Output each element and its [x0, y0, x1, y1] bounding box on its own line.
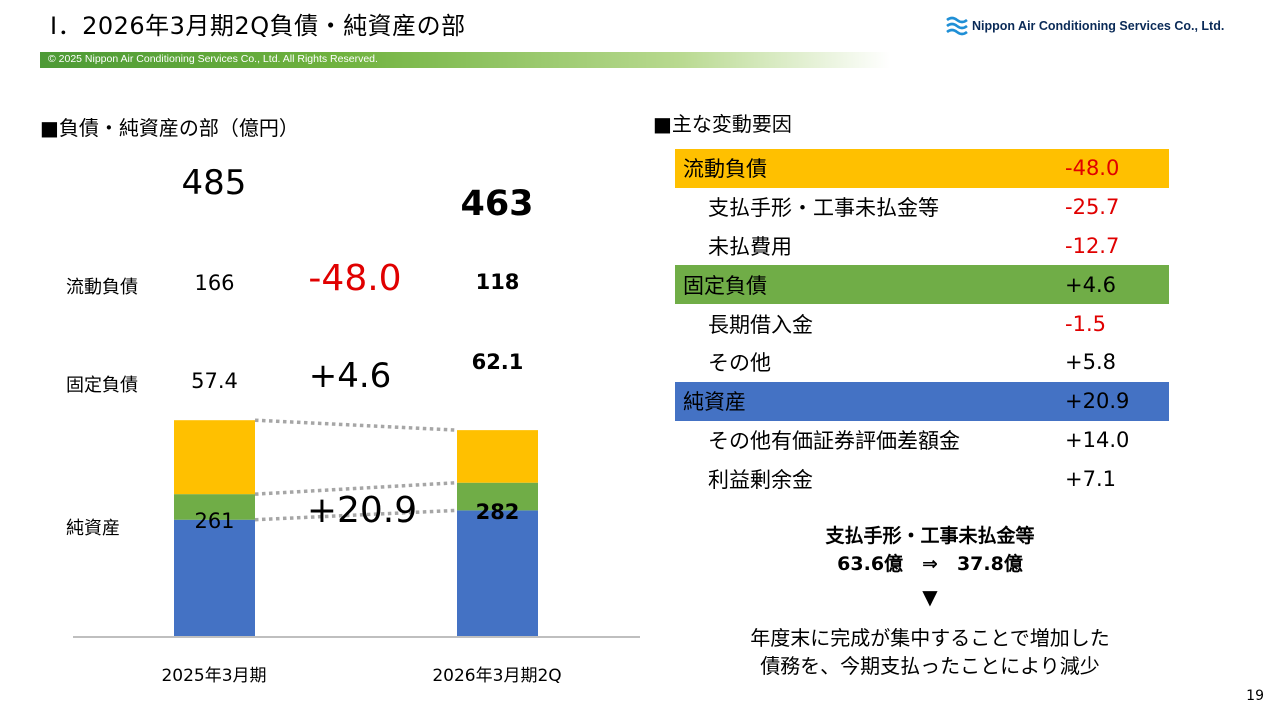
- delta-current-liabilities: -48.0: [308, 258, 402, 299]
- factor-row-net-assets: 純資産 +20.9: [675, 381, 1169, 421]
- factor-row-fixed-liabilities: 固定負債 +4.6: [675, 265, 1169, 305]
- page-title: Ⅰ．2026年3月期2Q負債・純資産の部: [50, 12, 466, 40]
- x-tick-label-2026: 2026年3月期2Q: [432, 666, 562, 686]
- factor-name: 未払費用: [708, 234, 792, 259]
- factors-section-title: ■主な変動要因: [653, 112, 792, 136]
- bar-2025-net-label: 261: [194, 509, 235, 533]
- copyright-bar: © 2025 Nippon Air Conditioning Services …: [40, 52, 890, 68]
- note-change: 63.6億 ⇒ 37.8億: [837, 553, 1023, 575]
- company-logo: Nippon Air Conditioning Services Co., Lt…: [946, 16, 1224, 36]
- factor-name: 固定負債: [683, 273, 767, 298]
- category-label-current: 流動負債: [66, 277, 138, 298]
- factor-row-notes-payable: 支払手形・工事未払金等 -25.7: [675, 188, 1169, 227]
- factor-value: -48.0: [1065, 156, 1120, 181]
- factor-name: 純資産: [683, 390, 746, 415]
- company-name: Nippon Air Conditioning Services Co., Lt…: [972, 19, 1225, 33]
- factor-name: 支払手形・工事未払金等: [708, 196, 939, 221]
- x-tick-label-2025: 2025年3月期: [161, 666, 267, 686]
- bar-2025-net: [174, 519, 255, 636]
- page-number: 19: [1246, 688, 1264, 704]
- factor-row-long-term-loans: 長期借入金 -1.5: [675, 304, 1169, 343]
- factor-value: +5.8: [1065, 350, 1116, 375]
- category-label-fixed: 固定負債: [66, 375, 138, 396]
- delta-net-assets: +20.9: [306, 490, 418, 531]
- factor-value: +14.0: [1065, 427, 1130, 452]
- conclusion-line-1: 年度末に完成が集中することで増加した: [750, 626, 1110, 650]
- category-label-net: 純資産: [66, 518, 120, 539]
- factor-value: +4.6: [1065, 272, 1116, 297]
- total-label-2025: 485: [181, 163, 247, 203]
- bar-2025-current: [174, 420, 255, 495]
- factor-name: 長期借入金: [708, 312, 813, 337]
- factor-value: -25.7: [1065, 195, 1120, 220]
- connector-net: [254, 508, 458, 522]
- chart-section-title: ■負債・純資産の部（億円）: [40, 116, 299, 140]
- bar-2025-fixed: [174, 494, 255, 520]
- bar-2026-current-label: 118: [475, 270, 520, 294]
- wave-icon: [946, 16, 968, 36]
- bar-2026-net-label: 282: [475, 500, 520, 524]
- connector-total: [254, 418, 458, 432]
- factor-name: 利益剰余金: [708, 467, 813, 492]
- factor-row-current-liabilities: 流動負債 -48.0: [675, 149, 1169, 188]
- bar-2026-current: [457, 430, 538, 483]
- bar-2026-fixed-label: 62.1: [471, 350, 524, 374]
- down-arrow-icon: ▼: [922, 585, 938, 609]
- delta-fixed-liabilities: +4.6: [308, 356, 392, 396]
- bar-2026-net: [457, 510, 538, 636]
- factor-row-accrued-expenses: 未払費用 -12.7: [675, 227, 1169, 266]
- factor-value: -12.7: [1065, 233, 1120, 258]
- factor-name: その他: [708, 351, 771, 376]
- bar-2025-current-label: 166: [194, 271, 235, 295]
- connector-fixed: [254, 480, 458, 496]
- conclusion-line-2: 債務を、今期支払ったことにより減少: [760, 654, 1100, 678]
- note-heading: 支払手形・工事未払金等: [825, 525, 1035, 547]
- factor-row-retained-earnings: 利益剰余金 +7.1: [675, 459, 1169, 498]
- factor-row-other-fixed: その他 +5.8: [675, 343, 1169, 382]
- bar-2025-fixed-label: 57.4: [191, 369, 238, 393]
- factor-name: その他有価証券評価差額金: [708, 428, 960, 453]
- total-label-2026: 463: [460, 184, 534, 224]
- bar-2026-fixed: [457, 482, 538, 511]
- factor-row-valuation-difference: その他有価証券評価差額金 +14.0: [675, 421, 1169, 460]
- copyright-text: © 2025 Nippon Air Conditioning Services …: [48, 53, 378, 65]
- factor-value: +7.1: [1065, 466, 1116, 491]
- factor-name: 流動負債: [683, 157, 767, 182]
- factors-table: 流動負債 -48.0 支払手形・工事未払金等 -25.7 未払費用 -12.7 …: [675, 149, 1169, 498]
- factor-value: -1.5: [1065, 311, 1106, 336]
- factor-value: +20.9: [1065, 389, 1130, 414]
